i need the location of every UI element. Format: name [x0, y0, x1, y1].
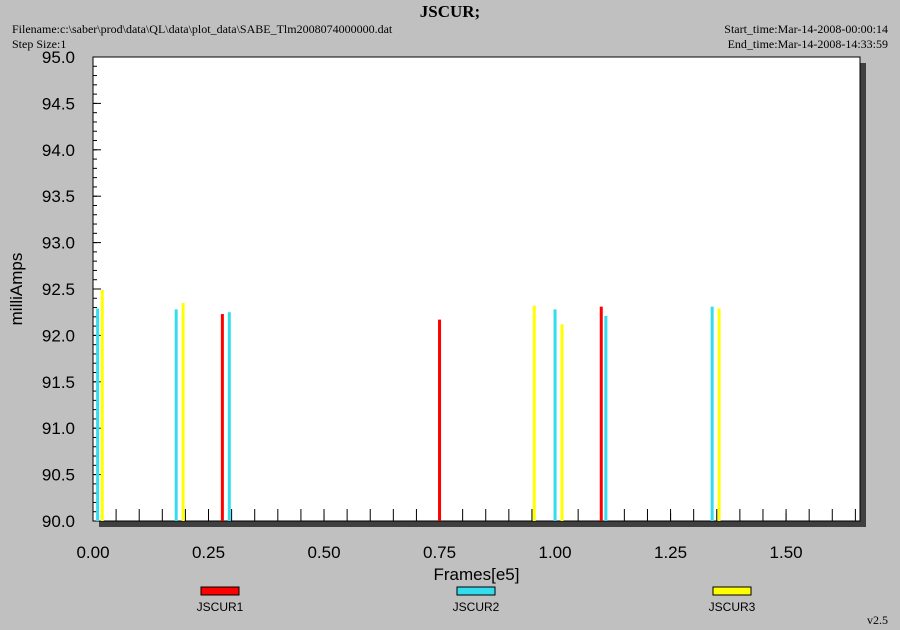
bar-jscur2	[96, 308, 100, 521]
x-tick-label: 1.50	[770, 543, 803, 562]
x-axis-title: Frames[e5]	[434, 565, 520, 584]
legend-label-jscur3: JSCUR3	[709, 600, 756, 614]
x-tick-label: 0.25	[192, 543, 225, 562]
chart-title: JSCUR;	[419, 2, 481, 21]
y-tick-label: 91.5	[42, 373, 75, 392]
y-tick-label: 90.0	[42, 512, 75, 531]
legend-swatch-jscur3	[712, 586, 752, 596]
end-time-label: End_time:Mar-14-2008-14:33:59	[727, 37, 888, 51]
legend-label-jscur1: JSCUR1	[197, 600, 244, 614]
x-tick-label: 1.25	[654, 543, 687, 562]
bar-jscur3	[181, 302, 185, 521]
y-tick-label: 94.5	[42, 94, 75, 113]
y-tick-label: 93.0	[42, 234, 75, 253]
y-tick-label: 90.5	[42, 466, 75, 485]
bar-jscur1	[220, 314, 224, 521]
bar-jscur1	[438, 319, 442, 521]
bar-jscur2	[227, 312, 231, 521]
bar-jscur1	[599, 306, 603, 521]
bar-jscur3	[560, 324, 564, 521]
bar-jscur2	[604, 315, 608, 521]
version-label: v2.5	[867, 613, 888, 627]
bar-jscur2	[174, 309, 178, 521]
y-tick-label: 91.0	[42, 419, 75, 438]
y-axis-title: milliAmps	[7, 253, 26, 326]
legend-label-jscur2: JSCUR2	[453, 600, 500, 614]
filename-label: Filename:c:\saber\prod\data\QL\data\plot…	[12, 22, 393, 36]
bar-jscur3	[717, 308, 721, 521]
legend-swatch-jscur2	[456, 586, 496, 596]
bar-jscur3	[532, 305, 536, 521]
legend-swatch-jscur1	[200, 586, 240, 596]
y-tick-label: 95.0	[42, 48, 75, 67]
y-tick-label: 92.5	[42, 280, 75, 299]
bar-jscur2	[553, 309, 557, 521]
step-size-label: Step Size:1	[12, 37, 67, 51]
x-tick-label: 0.75	[423, 543, 456, 562]
bar-jscur2	[710, 306, 714, 521]
y-tick-label: 94.0	[42, 141, 75, 160]
start-time-label: Start_time:Mar-14-2008-00:00:14	[724, 22, 888, 36]
plot-area	[92, 56, 861, 522]
y-tick-label: 93.5	[42, 187, 75, 206]
x-tick-label: 0.50	[307, 543, 340, 562]
y-tick-label: 92.0	[42, 326, 75, 345]
bar-jscur3	[100, 289, 104, 521]
x-tick-label: 0.00	[76, 543, 109, 562]
x-tick-label: 1.00	[539, 543, 572, 562]
